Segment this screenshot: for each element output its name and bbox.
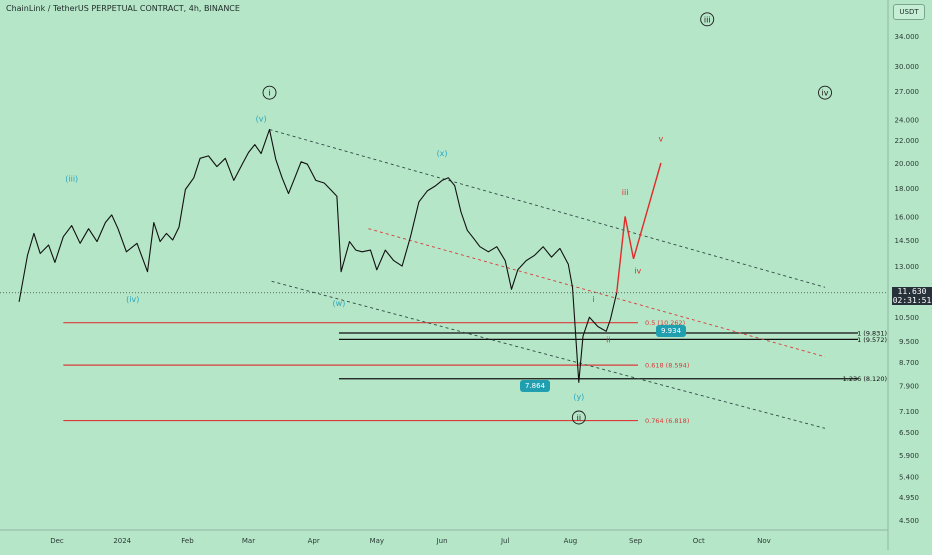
y-tick-label: 6.500 xyxy=(899,429,919,437)
y-tick-label: 20.000 xyxy=(895,160,920,168)
x-tick-label: Sep xyxy=(629,537,643,545)
y-tick-label: 14.500 xyxy=(895,237,920,245)
y-tick-label: 22.000 xyxy=(895,137,920,145)
projection-path xyxy=(616,162,662,293)
fib-level-label: 1 (9.831) xyxy=(857,329,887,337)
wave-label: (w) xyxy=(333,299,346,308)
fib-level-label: 0.618 (8.594) xyxy=(645,362,689,370)
wave-label: (y) xyxy=(573,392,584,401)
y-tick-label: 34.000 xyxy=(895,33,920,41)
x-tick-label: Feb xyxy=(181,537,194,545)
projection-label: ii xyxy=(606,335,610,344)
x-tick-label: Jul xyxy=(500,537,510,545)
y-tick-label: 8.700 xyxy=(899,359,919,367)
wave-label-circle xyxy=(262,85,277,100)
target-price-label: 9.934 xyxy=(656,325,687,337)
wave-label: (iv) xyxy=(126,295,139,304)
y-tick-label: 7.900 xyxy=(899,382,919,390)
y-tick-label: 9.500 xyxy=(899,338,919,346)
wave-label-circle xyxy=(571,410,586,425)
fib-level-layer: 0.5 (10.262) 0.618 (8.594) 0.764 (6.818) 1 … xyxy=(63,319,887,425)
wave-label: iv xyxy=(822,89,829,98)
projection-label: iii xyxy=(622,188,629,197)
x-tick-label: Apr xyxy=(308,537,320,545)
wave-label: ii xyxy=(577,413,581,422)
fib-level-label: 0.5 (10.262) xyxy=(645,319,685,327)
fib-level-label: 0.764 (6.818) xyxy=(645,417,689,425)
x-tick-label: Aug xyxy=(564,537,578,545)
projection-label: i xyxy=(592,295,594,304)
wave-label-circle xyxy=(818,85,832,100)
price-series-line xyxy=(18,128,618,383)
wave-label: (iii) xyxy=(65,175,78,184)
y-tick-label: 4.500 xyxy=(899,517,919,525)
x-tick-label: Nov xyxy=(757,537,771,545)
wave-label: i xyxy=(268,89,270,98)
projection-label: iv xyxy=(634,267,641,276)
y-tick-label: 10.500 xyxy=(895,314,920,322)
channel-line xyxy=(269,129,826,288)
wave-label: iii xyxy=(704,15,711,24)
y-tick-label: 4.950 xyxy=(899,494,919,502)
last-price-value: 11.630 xyxy=(897,287,927,296)
channel-line xyxy=(271,280,826,429)
y-tick-label: 27.000 xyxy=(895,88,920,96)
y-tick-label: 16.000 xyxy=(895,213,920,221)
wave-label: (x) xyxy=(437,149,448,158)
last-price-tag: 11.630 02:31:51 xyxy=(892,287,932,305)
y-tick-label: 13.000 xyxy=(895,263,920,271)
x-tick-label: May xyxy=(370,537,384,545)
fib-level-label: 1.236 (8.120) xyxy=(843,375,887,383)
channel-layer xyxy=(0,129,888,429)
price-layer xyxy=(18,128,618,383)
low-price-label: 7.864 xyxy=(520,380,551,392)
x-tick-label: Jun xyxy=(436,537,448,545)
x-tick-label: Oct xyxy=(693,537,705,545)
y-tick-label: 24.000 xyxy=(895,116,920,124)
y-tick-label: 5.900 xyxy=(899,452,919,460)
y-tick-label: 30.000 xyxy=(895,63,920,71)
channel-line xyxy=(368,228,826,358)
x-tick-label: 2024 xyxy=(113,537,131,545)
x-tick-label: Mar xyxy=(242,537,255,545)
y-tick-label: 5.400 xyxy=(899,473,919,481)
axis-layer: 34.000 30.000 27.000 24.000 22.000 20.000 18.0… xyxy=(0,0,919,550)
wave-label: (v) xyxy=(256,114,267,123)
y-tick-label: 7.100 xyxy=(899,408,919,416)
bar-countdown: 02:31:51 xyxy=(892,296,932,305)
fib-level-label: 1 (9.572) xyxy=(857,336,887,344)
currency-badge[interactable]: USDT xyxy=(893,4,925,20)
y-tick-label: 18.000 xyxy=(895,185,920,193)
projection-label: v xyxy=(659,134,664,143)
wave-label-circle xyxy=(700,12,715,27)
x-tick-label: Dec xyxy=(50,537,64,545)
chart-title: ChainLink / TetherUS PERPETUAL CONTRACT,… xyxy=(6,4,240,13)
